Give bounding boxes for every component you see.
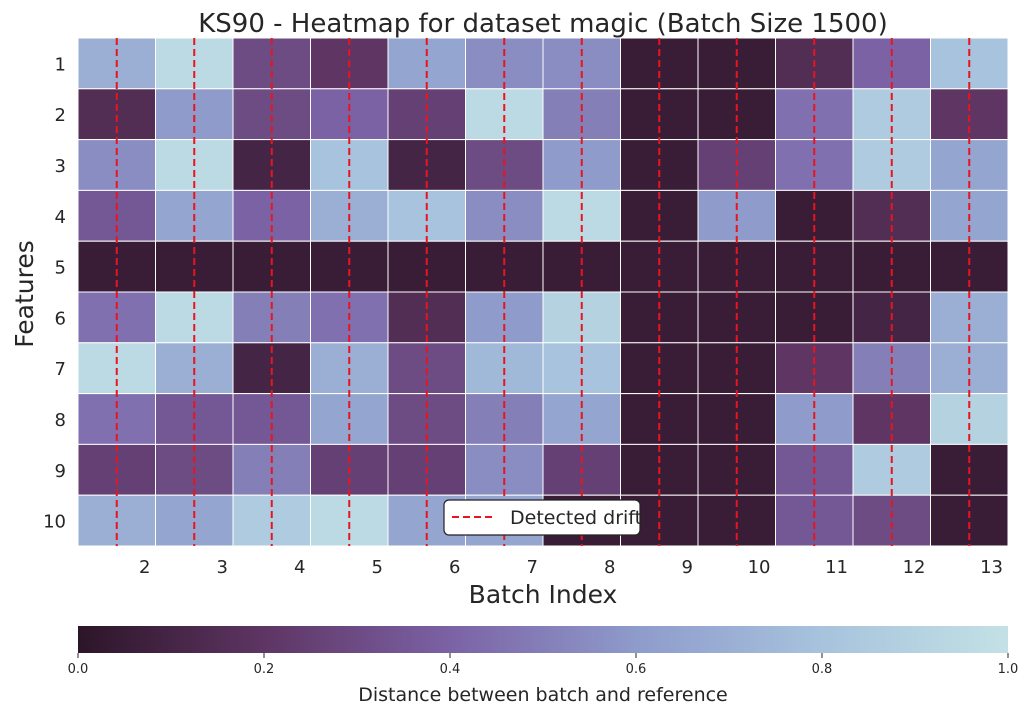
x-tick-label: 5	[372, 557, 383, 578]
colorbar-tick-label: 0.0	[68, 662, 89, 677]
y-tick-label: 2	[55, 105, 66, 126]
colorbar-label: Distance between batch and reference	[358, 684, 728, 706]
x-tick-label: 3	[217, 557, 228, 578]
heatmap-cells	[77, 37, 1009, 547]
colorbar-tick-label: 0.6	[626, 662, 647, 677]
y-axis-label: Features	[10, 240, 39, 348]
chart-title: KS90 - Heatmap for dataset magic (Batch …	[198, 9, 887, 39]
heatmap-cell	[620, 37, 699, 90]
colorbar-tick-label: 0.2	[254, 662, 275, 677]
colorbar-tick-label: 1.0	[998, 662, 1019, 677]
colorbar-tick-label: 0.8	[812, 662, 833, 677]
y-tick-label: 3	[55, 156, 66, 177]
colorbar-ticks: 0.0 0.2 0.4 0.6 0.8 1.0	[68, 653, 1019, 677]
x-tick-labels: 2 3 4 5 6 7 8 9 10 11 12 13	[139, 557, 1003, 578]
x-tick-label: 7	[527, 557, 538, 578]
x-tick-label: 11	[825, 557, 848, 578]
y-tick-label: 1	[55, 54, 66, 75]
y-tick-label: 10	[43, 512, 66, 533]
drift-lines	[115, 38, 971, 546]
x-tick-label: 12	[903, 557, 926, 578]
y-tick-label: 4	[55, 207, 66, 228]
legend-drift-label: Detected drift	[510, 507, 642, 529]
y-tick-label: 6	[55, 308, 66, 329]
y-tick-labels: 1 2 3 4 5 6 7 8 9 10	[43, 54, 66, 532]
y-tick-label: 9	[55, 461, 66, 482]
x-tick-label: 4	[294, 557, 305, 578]
x-tick-label: 8	[604, 557, 615, 578]
x-tick-label: 9	[682, 557, 693, 578]
colorbar-tick-label: 0.4	[440, 662, 461, 677]
x-tick-label: 10	[748, 557, 771, 578]
legend: Detected drift	[443, 499, 642, 536]
legend-box	[443, 499, 641, 536]
x-axis-label: Batch Index	[469, 580, 618, 609]
y-tick-label: 8	[55, 410, 66, 431]
y-tick-label: 7	[55, 359, 66, 380]
x-tick-label: 2	[139, 557, 150, 578]
x-tick-label: 13	[980, 557, 1003, 578]
x-tick-label: 6	[449, 557, 460, 578]
y-tick-label: 5	[55, 258, 66, 279]
colorbar	[78, 626, 1008, 653]
